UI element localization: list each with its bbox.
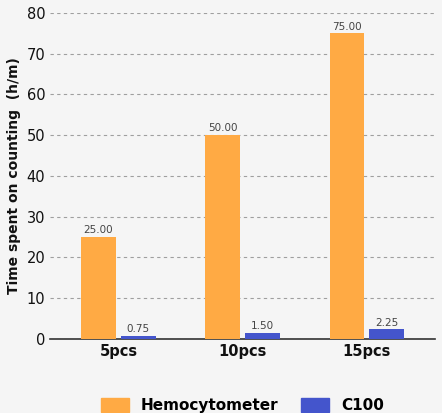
Legend: Hemocytometer, C100: Hemocytometer, C100 [95, 392, 390, 413]
Bar [206, 135, 240, 339]
Text: 25.00: 25.00 [84, 225, 113, 235]
Bar [245, 332, 280, 339]
Text: 0.75: 0.75 [127, 324, 150, 334]
Text: 2.25: 2.25 [375, 318, 398, 328]
Bar [329, 33, 364, 339]
Y-axis label: Time spent on counting  (h/m): Time spent on counting (h/m) [7, 57, 21, 294]
Bar [121, 336, 156, 339]
Bar [81, 237, 116, 339]
Text: 50.00: 50.00 [208, 123, 237, 133]
Text: 1.50: 1.50 [251, 321, 274, 331]
Text: 75.00: 75.00 [332, 21, 362, 32]
Bar [369, 330, 404, 339]
